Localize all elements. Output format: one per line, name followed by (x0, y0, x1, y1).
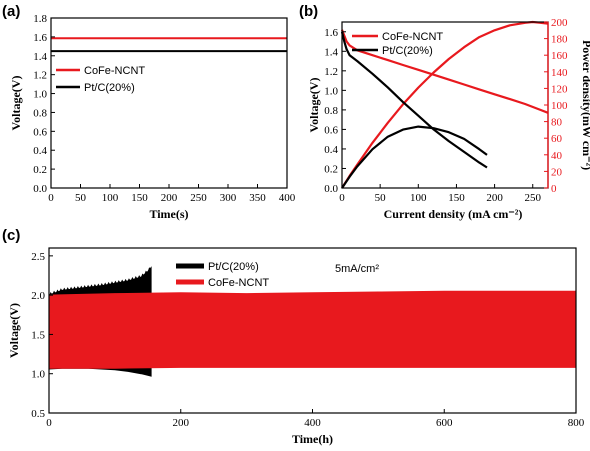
panel-c-legend-label: CoFe-NCNT (208, 277, 269, 289)
panel-b-ytick-label: 0.4 (324, 144, 338, 156)
panel-b-series-0-voltage-line (340, 29, 549, 114)
panel-b-series-2-voltage-line (340, 31, 488, 169)
panel-c-band-cofe (48, 290, 577, 369)
panel-c-xtick-label: 400 (304, 417, 321, 429)
panel-a-ytick-label: 1.2 (33, 70, 47, 82)
panel-a-ytick-label: 1.4 (33, 51, 47, 63)
panel-a-ytick-label: 1.0 (33, 89, 47, 101)
panel-a-legend-label: Pt/C(20%) (84, 82, 135, 94)
panel-c-ytick-label: 1.0 (31, 369, 45, 381)
panel-b-ytick-label: 1.4 (324, 46, 338, 58)
panel-a-ytick-label: 0.4 (33, 145, 47, 157)
panel-a-ytick-label: 0.6 (33, 126, 47, 138)
panel-b-xtick-label: 150 (448, 192, 465, 204)
panel-c-band-area (48, 290, 577, 369)
panel-a-xtick-label: 250 (190, 192, 207, 204)
panel-b-xtick-label: 250 (524, 192, 541, 204)
panel-b-xtick-label: 200 (486, 192, 503, 204)
panel-b-legend-label: CoFe-NCNT (382, 31, 443, 43)
panel-c-xlabel: Time(h) (292, 432, 333, 446)
panel-b-ytick-label: 0.8 (324, 105, 338, 117)
panel-b-xtick-label: 100 (410, 192, 427, 204)
panel-b-xtick-label: 0 (339, 192, 345, 204)
panel-c-ytick-label: 1.5 (31, 329, 45, 341)
panel-b-y2tick-label: 120 (551, 83, 568, 95)
panel-c-annotation: 5mA/cm² (335, 263, 379, 275)
panel-b-y2tick-label: 180 (551, 34, 568, 46)
panel-a-frame (50, 17, 288, 189)
panel-a-xtick-label: 0 (48, 192, 54, 204)
panel-a-xtick-label: 300 (220, 192, 237, 204)
panel-a-label: (a) (2, 3, 20, 20)
panel-c-ytick-label: 0.5 (31, 408, 45, 420)
panel-a-xtick-label: 150 (131, 192, 148, 204)
panel-a-xtick-label: 350 (249, 192, 266, 204)
panel-c-legend-label: Pt/C(20%) (208, 261, 259, 273)
panel-b-ytick-label: 1.2 (324, 66, 338, 78)
panel-a-ytick-label: 0.0 (33, 183, 47, 195)
panel-b-y2tick-label: 20 (551, 166, 563, 178)
panel-c-ylabel: Voltage(V) (7, 303, 21, 358)
panel-b-ytick-label: 0.2 (324, 163, 338, 175)
panel-b-y2tick-label: 0 (551, 183, 557, 195)
panel-a-ytick-label: 1.6 (33, 32, 47, 44)
panel-a-ylabel: Voltage(V) (9, 76, 23, 131)
panel-c-label: (c) (2, 227, 20, 244)
panel-b-legend-label: Pt/C(20%) (382, 45, 433, 57)
panel-b-ytick-label: 1.0 (324, 85, 338, 97)
panel-b-series-3-power-line (341, 125, 488, 189)
panel-c-band-edge (48, 267, 152, 297)
panel-b-y2tick-label: 40 (551, 150, 563, 162)
panel-a-xtick-label: 100 (102, 192, 119, 204)
panel-b-series-1-power-line (341, 20, 549, 189)
panel-c-xtick-label: 200 (173, 417, 190, 429)
panel-c-ytick-label: 2.0 (31, 290, 45, 302)
panel-b-xtick-label: 50 (375, 192, 387, 204)
panel-b-y2tick-label: 140 (551, 67, 568, 79)
panel-c-xtick-label: 600 (436, 417, 453, 429)
panel-b-ytick-label: 0.0 (324, 183, 338, 195)
panel-a-legend-label: CoFe-NCNT (84, 65, 145, 77)
panel-b-y2label: Power density(mW cm⁻²) (580, 40, 590, 170)
panel-a-xtick-label: 200 (161, 192, 178, 204)
panel-a-ytick-label: 0.2 (33, 164, 47, 176)
panel-b-ytick-label: 1.6 (324, 27, 338, 39)
panel-b-y2tick-label: 200 (551, 17, 568, 29)
panel-a-xlabel: Time(s) (149, 207, 188, 221)
panel-a-xtick-label: 400 (279, 192, 296, 204)
panel-b-ytick-label: 0.6 (324, 124, 338, 136)
panel-a-xtick-label: 50 (75, 192, 87, 204)
panel-c-ytick-label: 2.5 (31, 251, 45, 263)
panel-a-ytick-label: 1.8 (33, 13, 47, 25)
panel-b-y2tick-label: 100 (551, 100, 568, 112)
panel-b-label: (b) (299, 3, 318, 20)
panel-b-xlabel: Current density (mA cm⁻²) (384, 207, 523, 221)
panel-b-y2tick-label: 160 (551, 50, 568, 62)
panel-b-ylabel: Voltage(V) (307, 78, 321, 133)
panel-b-y2tick-label: 60 (551, 133, 563, 145)
panel-c-xtick-label: 0 (46, 417, 52, 429)
panel-b-frame (341, 21, 549, 189)
panel-a-ytick-label: 0.8 (33, 107, 47, 119)
panel-b-y2tick-label: 80 (551, 117, 563, 129)
panel-c-xtick-label: 800 (568, 417, 585, 429)
